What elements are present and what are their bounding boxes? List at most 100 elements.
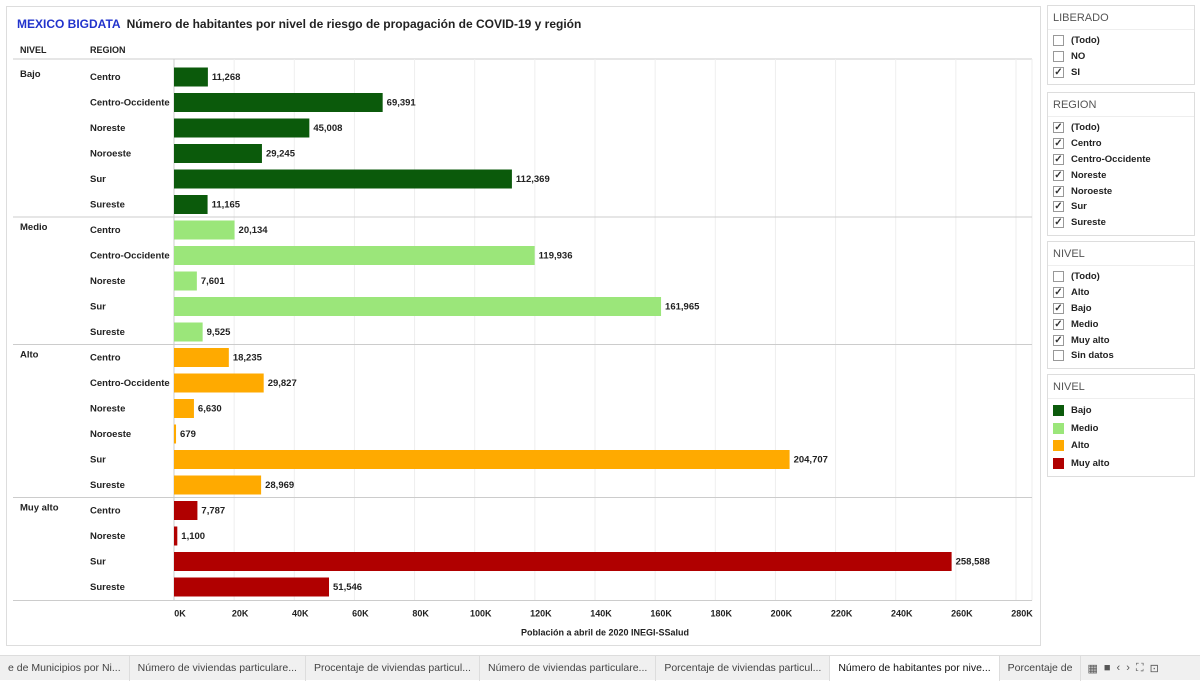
checkbox[interactable]: ✓ — [1053, 122, 1064, 134]
bar — [174, 475, 262, 495]
checkbox[interactable] — [1053, 51, 1064, 63]
bar — [174, 322, 203, 342]
filmstrip-icon[interactable]: ■ — [1103, 662, 1111, 674]
bar — [174, 297, 662, 316]
legend-label: Bajo — [1071, 405, 1092, 417]
bar — [174, 271, 197, 291]
sheet-tab[interactable]: Porcentaje de — [1000, 655, 1082, 681]
grid-view-icon[interactable]: ▦ — [1087, 662, 1098, 675]
filter-region: REGION ✓ (Todo) ✓ Centro ✓ Centro-Occidente ✓ No… — [1047, 92, 1195, 236]
checkbox[interactable]: ✓ — [1053, 169, 1064, 181]
sheet-tab[interactable]: Procentaje de viviendas particul... — [306, 655, 480, 681]
checkbox[interactable]: ✓ — [1053, 138, 1064, 150]
x-axis-title: Población a abril de 2020 INEGI-SSalud — [521, 628, 689, 638]
x-tick-label: 180K — [711, 609, 733, 619]
checkbox[interactable]: ✓ — [1053, 287, 1064, 299]
region-label: Sur — [90, 455, 106, 466]
legend-label: Medio — [1071, 422, 1099, 434]
bar — [174, 67, 208, 87]
bar — [174, 526, 178, 546]
bar — [174, 373, 264, 393]
data-label: 7,601 — [201, 276, 225, 287]
filter-option[interactable]: (Todo) — [1048, 269, 1194, 285]
filter-option[interactable]: ✓ (Todo) — [1048, 120, 1194, 136]
sheet-tab[interactable]: Número de habitantes por nive... — [830, 655, 1000, 681]
next-tab-icon[interactable]: › — [1126, 662, 1130, 674]
filter-option[interactable]: ✓ Centro-Occidente — [1048, 152, 1194, 168]
legend-label: Alto — [1071, 440, 1090, 452]
filter-option[interactable]: ✓ Muy alto — [1048, 332, 1194, 348]
filter-option[interactable]: (Todo) — [1048, 33, 1194, 49]
checkbox[interactable]: ✓ — [1053, 302, 1064, 314]
filter-option[interactable]: ✓ Centro — [1048, 136, 1194, 152]
bar — [174, 399, 194, 418]
x-tick-label: 80K — [412, 609, 429, 619]
bar — [174, 348, 229, 367]
filter-option[interactable]: Sin datos — [1048, 348, 1194, 364]
x-tick-label: 220K — [831, 609, 853, 619]
data-label: 679 — [180, 429, 196, 440]
checkbox[interactable]: ✓ — [1053, 217, 1064, 229]
checkbox[interactable] — [1053, 350, 1064, 362]
checkbox[interactable]: ✓ — [1053, 318, 1064, 330]
region-label: Noreste — [90, 123, 125, 134]
option-label: Centro-Occidente — [1071, 153, 1151, 165]
data-label: 45,008 — [313, 123, 342, 134]
option-label: Bajo — [1071, 302, 1092, 314]
region-label: Centro — [90, 72, 121, 83]
bar — [174, 501, 198, 520]
data-label: 204,707 — [794, 455, 828, 466]
color-legend: NIVEL Bajo Medio Alto Muy alto — [1047, 374, 1195, 477]
data-label: 69,391 — [387, 98, 417, 109]
data-label: 29,827 — [268, 378, 297, 389]
checkbox[interactable]: ✓ — [1053, 185, 1064, 197]
sheet-tab[interactable]: e de Municipios por Ni... — [0, 655, 130, 681]
region-label: Sureste — [90, 582, 125, 593]
filter-option[interactable]: NO — [1048, 49, 1194, 65]
x-tick-label: 20K — [232, 609, 249, 619]
filter-option[interactable]: ✓ Noroeste — [1048, 183, 1194, 199]
checkbox[interactable]: ✓ — [1053, 66, 1064, 78]
region-label: Centro — [90, 225, 121, 236]
fullscreen-icon[interactable]: ⛶ — [1135, 661, 1144, 674]
bar — [174, 144, 262, 163]
region-label: Noroeste — [90, 149, 131, 160]
column-header-nivel: NIVEL — [20, 45, 47, 55]
filter-option[interactable]: ✓ SI — [1048, 65, 1194, 81]
checkbox[interactable]: ✓ — [1053, 334, 1064, 346]
region-label: Sureste — [90, 480, 125, 491]
region-label: Sur — [90, 557, 106, 568]
checkbox[interactable]: ✓ — [1053, 201, 1064, 213]
data-label: 119,936 — [539, 251, 573, 262]
sheet-tab[interactable]: Número de viviendas particulare... — [130, 655, 306, 681]
bar-chart: NIVEL REGION 0K 20K 40K 60K 80K 100K 120K 140K 160… — [13, 45, 1033, 638]
data-label: 1,100 — [181, 531, 205, 542]
filter-option[interactable]: ✓ Noreste — [1048, 167, 1194, 183]
chart-title: Número de habitantes por nivel de riesgo… — [126, 17, 582, 31]
checkbox[interactable] — [1053, 35, 1064, 47]
region-label: Sureste — [90, 327, 125, 338]
filter-option[interactable]: ✓ Medio — [1048, 316, 1194, 332]
nivel-label: Bajo — [20, 69, 41, 80]
filter-option[interactable]: ✓ Bajo — [1048, 301, 1194, 317]
prev-tab-icon[interactable]: ‹ — [1116, 662, 1121, 674]
sheet-tab[interactable]: Número de viviendas particulare... — [480, 655, 657, 681]
option-label: Medio — [1071, 318, 1099, 330]
data-label: 6,630 — [198, 404, 222, 415]
option-label: Sur — [1071, 201, 1087, 213]
bar — [174, 552, 952, 571]
filter-option[interactable]: ✓ Sur — [1048, 199, 1194, 215]
checkbox[interactable] — [1053, 271, 1064, 283]
filter-option[interactable]: ✓ Alto — [1048, 285, 1194, 301]
filter-option[interactable]: ✓ Sureste — [1048, 215, 1194, 231]
present-icon[interactable]: ⊡ — [1149, 662, 1159, 675]
option-label: SI — [1071, 66, 1080, 78]
bar — [174, 195, 208, 214]
checkbox[interactable]: ✓ — [1053, 153, 1064, 165]
option-label: NO — [1071, 51, 1086, 63]
filter-title: LIBERADO — [1048, 6, 1194, 30]
option-label: (Todo) — [1071, 122, 1100, 134]
chart-view: NIVEL REGION 0K 20K 40K 60K 80K 100K 120K 140K 160… — [6, 6, 1041, 646]
legend-item: Medio — [1048, 420, 1194, 438]
sheet-tab[interactable]: Porcentaje de viviendas particul... — [656, 655, 831, 681]
